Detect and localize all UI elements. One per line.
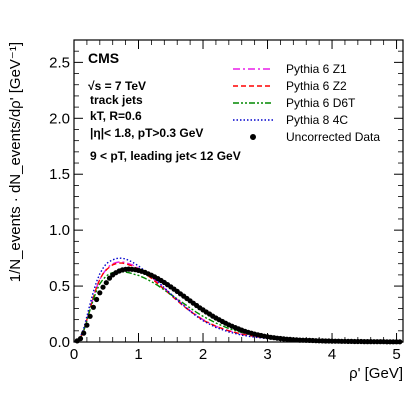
data-point	[87, 313, 93, 319]
series-line-pythia-6-z2	[73, 262, 404, 343]
legend-swatch-data	[250, 134, 256, 140]
x-axis-label: ρ' [GeV]	[349, 365, 403, 382]
data-point	[94, 296, 100, 303]
y-tick-label: 1.5	[49, 166, 70, 183]
legend-entry: Pythia 8 4C	[286, 113, 348, 127]
data-point	[97, 290, 103, 296]
legend: Pythia 6 Z1 Pythia 6 Z2 Pythia 6 D6T Pythia…	[233, 62, 380, 144]
y-tick-label: 1.0	[49, 222, 70, 239]
data-point	[84, 322, 90, 328]
algo-label: kT, R=0.6	[90, 109, 142, 123]
legend-entry: Pythia 6 D6T	[286, 96, 356, 110]
data-point	[100, 284, 106, 290]
legend-entry-data: Uncorrected Data	[286, 130, 380, 144]
legend-entry: Pythia 6 Z1	[286, 62, 347, 76]
x-tick-label: 1	[134, 346, 142, 363]
cuts-label: |η|< 1.8, pT>0.3 GeV	[90, 126, 203, 140]
x-tick-label: 3	[263, 346, 271, 363]
annotation-block: CMS √s = 7 TeV track jets kT, R=0.6 |η|<…	[88, 50, 241, 163]
y-tick-label: 2.5	[49, 54, 70, 71]
x-tick-label: 4	[328, 346, 336, 363]
data-point	[103, 280, 109, 286]
jets-label: track jets	[90, 93, 143, 107]
experiment-label: CMS	[88, 50, 119, 66]
y-tick-label: 0.0	[49, 334, 70, 351]
y-tick-label: 0.5	[49, 278, 70, 295]
data-point	[81, 330, 87, 336]
y-axis-label: 1/N_events · dN_events/dρ' [GeV⁻¹]	[7, 42, 24, 282]
y-tick-label: 2.0	[49, 110, 70, 127]
range-label: 9 < pT, leading jet< 12 GeV	[90, 149, 241, 163]
x-tick-label: 0	[70, 346, 78, 363]
x-tick-label: 2	[199, 346, 207, 363]
legend-entry: Pythia 6 Z2	[286, 79, 347, 93]
data-point	[106, 275, 113, 281]
axis-ticks: 0 1 2 3 4 5 0.0 0.5 1.0 1.5 2.0 2.5	[49, 39, 403, 363]
energy-label: √s = 7 TeV	[88, 79, 146, 93]
x-tick-label: 5	[392, 346, 400, 363]
plot-frame	[73, 39, 404, 343]
data-point	[90, 304, 96, 310]
data-point	[77, 336, 84, 342]
